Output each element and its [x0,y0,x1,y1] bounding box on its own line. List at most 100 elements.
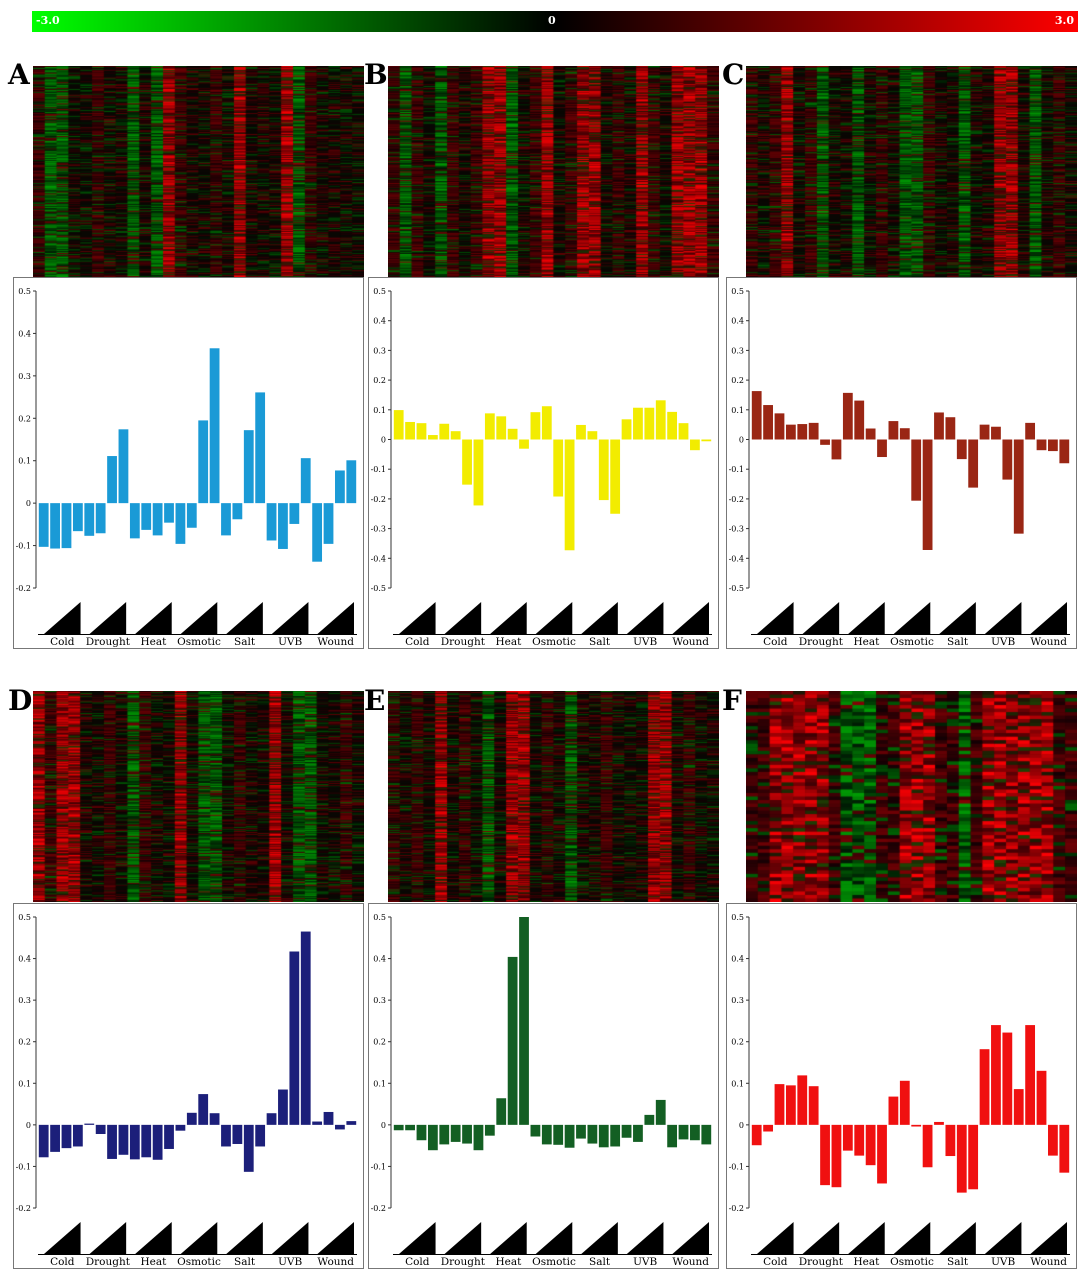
bar [854,1124,865,1156]
bar [774,1084,785,1125]
bar [300,931,311,1125]
bar [877,439,887,458]
bar [621,419,632,440]
bar [519,917,529,1125]
dose-triangle-wound [1030,1222,1067,1254]
bar [763,405,773,440]
condition-label-salt: Salt [234,1256,256,1268]
dose-triangle-wound [672,602,709,634]
dose-triangle-heat [490,602,527,634]
condition-label-cold: Cold [50,636,75,648]
bar [934,412,944,440]
y-tick-label: 0.3 [731,996,744,1005]
bar [209,348,220,504]
bar [95,503,106,534]
bar [72,1124,83,1147]
bar [186,1112,197,1125]
scale-mid-label: 0 [548,14,556,27]
y-tick-label: 0.3 [373,346,386,355]
bar-chart-d: 0.5 0.4 0.3 0.2 0.1 0 -0.1 -0.2 Cold Drought Heat O… [13,903,364,1269]
bar [564,1124,575,1148]
bar [484,413,495,440]
bar [968,1124,979,1190]
bar [587,431,598,440]
bar [95,1124,106,1135]
bar [956,439,967,460]
bar [888,1096,899,1125]
bar [701,439,712,442]
bar [416,1124,427,1141]
bar [346,1121,357,1125]
bar [911,439,922,501]
bar [416,423,427,440]
bar [198,420,209,504]
y-tick-label: 0.4 [731,317,744,326]
bar [831,439,842,460]
bar [922,439,933,550]
condition-label-cold: Cold [763,1256,788,1268]
y-tick-label: 0 [26,1121,31,1130]
bar [1059,1124,1070,1173]
dose-triangle-osmotic [180,602,218,634]
bar [644,1114,655,1125]
dose-triangle-wound [672,1222,709,1254]
y-tick-label: 0 [381,436,386,445]
bar [439,423,450,440]
y-tick-label: 0.1 [731,406,744,415]
bar [763,1124,773,1132]
heatmap-e [388,691,719,902]
y-tick-label: 0.4 [18,955,31,964]
dose-triangle-osmotic [180,1222,218,1254]
bar-chart-svg-f: 0.5 0.4 0.3 0.2 0.1 0 -0.1 -0.2 Cold Drought Heat O… [729,913,1070,1268]
condition-label-uvb: UVB [991,636,1015,648]
bar [473,1124,484,1151]
bar [541,1124,552,1145]
bar [888,421,899,440]
bar [1013,439,1024,534]
y-tick-label: 0.5 [18,287,31,296]
panel-label-e: E [364,684,386,717]
bar [300,458,311,504]
bar [427,1124,438,1151]
y-tick-label: -0.1 [16,542,31,551]
bar [221,1124,231,1147]
dose-triangle-heat [135,602,172,634]
panel-label-a: A [8,58,30,91]
bar [911,1124,922,1127]
y-tick-label: -0.1 [371,465,386,474]
panel-label-c: C [722,58,745,91]
bar [678,423,689,440]
bar [922,1124,933,1168]
condition-label-heat: Heat [495,636,522,648]
bar [690,439,700,451]
bar [209,1113,220,1125]
bar [968,439,979,488]
condition-label-drought: Drought [799,1256,844,1268]
y-tick-label: -0.3 [729,525,744,534]
dose-triangle-drought [89,602,127,634]
condition-label-osmotic: Osmotic [532,1256,576,1268]
dose-triangle-osmotic [535,1222,573,1254]
y-tick-label: 0.4 [373,317,386,326]
dose-triangle-uvb [271,1222,309,1254]
bar [667,411,678,440]
bar [266,1113,277,1125]
y-tick-label: 0 [739,1121,744,1130]
condition-label-uvb: UVB [633,636,657,648]
y-tick-label: 0.1 [18,1079,31,1088]
dose-triangle-uvb [984,1222,1022,1254]
bar [164,503,174,523]
bar [462,439,472,485]
bar [991,426,1001,440]
y-tick-label: -0.1 [16,1162,31,1171]
bar [598,439,609,501]
condition-label-wound: Wound [1030,636,1067,648]
bar [785,424,796,440]
bar [405,421,415,440]
bar [61,1124,72,1149]
dose-triangle-drought [802,1222,840,1254]
condition-label-heat: Heat [140,1256,167,1268]
bar [507,956,518,1125]
bar [945,1124,956,1157]
bar [808,422,819,440]
